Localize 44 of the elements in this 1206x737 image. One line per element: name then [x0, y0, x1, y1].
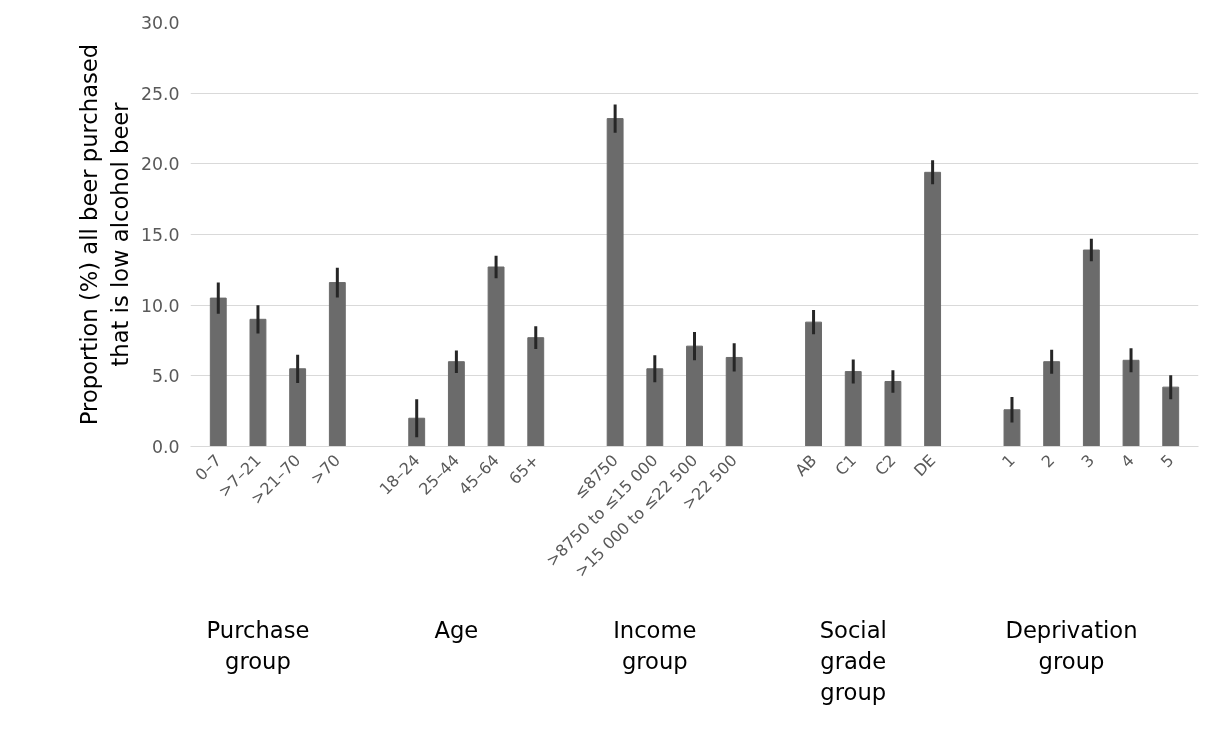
x-tick-label: 5: [1156, 450, 1178, 472]
bar: [1082, 249, 1100, 447]
text: Income group: [613, 616, 697, 674]
bar: [646, 368, 664, 447]
bar: [1043, 361, 1061, 447]
bar: [844, 371, 862, 447]
y-tick-label: 30.0: [140, 13, 180, 33]
x-tick-label: DE: [910, 450, 940, 481]
y-tick-label: 15.0: [140, 225, 180, 245]
x-tick-label: C1: [831, 450, 860, 480]
text: Deprivation group: [1005, 616, 1138, 674]
bar: [1003, 409, 1021, 447]
y-tick-label: 5.0: [151, 366, 180, 387]
y-tick-label: 10.0: [140, 295, 180, 316]
bar: [487, 266, 505, 447]
bar: [725, 356, 743, 447]
y-tick-label: 25.0: [140, 83, 180, 104]
bar: [1122, 359, 1140, 447]
bar: [805, 321, 822, 447]
bar: [209, 297, 227, 447]
bar: [289, 368, 307, 447]
x-tick-label: 2: [1037, 450, 1059, 472]
bar: [527, 337, 545, 447]
bar: [924, 171, 942, 447]
y-tick-label: 0.0: [151, 437, 180, 457]
bar: [884, 380, 902, 447]
x-tick-label: 65+: [505, 450, 543, 489]
bar: [1162, 386, 1180, 447]
x-tick-label: AB: [791, 450, 821, 480]
bar: [447, 361, 465, 447]
text: Purchase group: [206, 616, 310, 674]
bar: [606, 118, 624, 447]
y-tick-label: 20.0: [140, 154, 180, 175]
bar: [328, 282, 346, 447]
bar: [249, 318, 267, 447]
x-tick-label: 3: [1077, 450, 1099, 472]
text: Social grade group: [819, 616, 887, 705]
bar: [686, 345, 703, 447]
text: Age: [434, 616, 479, 643]
x-tick-label: 0–7: [191, 450, 225, 485]
x-tick-label: 4: [1117, 450, 1138, 472]
x-tick-label: 1: [998, 450, 1019, 472]
y-axis-title: Proportion (%) all beer purchased that is low alcohol beer: [75, 43, 133, 426]
x-tick-label: C2: [871, 450, 900, 480]
